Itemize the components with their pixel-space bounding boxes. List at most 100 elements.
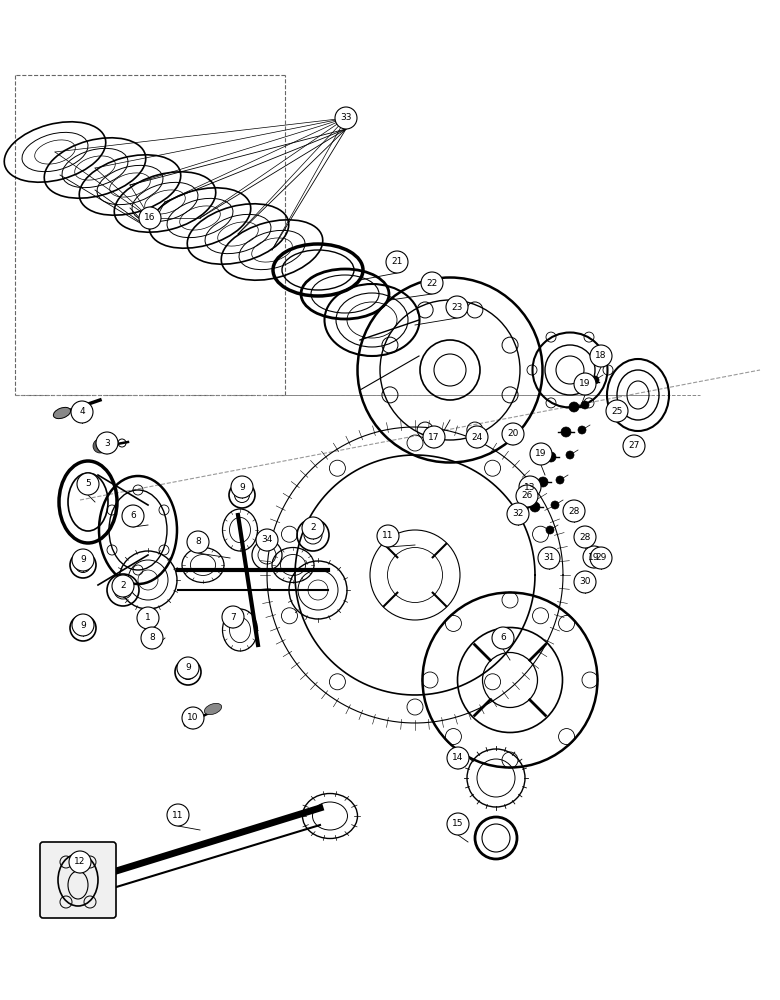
Circle shape: [551, 501, 559, 509]
Circle shape: [222, 606, 244, 628]
Text: 13: 13: [524, 483, 536, 491]
Circle shape: [586, 377, 596, 387]
Text: 8: 8: [149, 634, 155, 643]
Circle shape: [538, 547, 560, 569]
Text: 24: 24: [471, 432, 483, 442]
Circle shape: [177, 657, 199, 679]
Circle shape: [502, 423, 524, 445]
Circle shape: [606, 400, 628, 422]
Circle shape: [590, 345, 612, 367]
Text: 5: 5: [85, 480, 91, 488]
Circle shape: [139, 207, 161, 229]
Circle shape: [447, 813, 469, 835]
Circle shape: [386, 251, 408, 273]
Text: 3: 3: [104, 438, 110, 448]
Circle shape: [519, 476, 541, 498]
Circle shape: [530, 502, 540, 512]
Text: 26: 26: [521, 491, 533, 500]
Text: 21: 21: [392, 257, 402, 266]
Text: 32: 32: [512, 510, 523, 518]
Text: 19: 19: [580, 379, 590, 388]
Circle shape: [574, 526, 596, 548]
Circle shape: [566, 451, 574, 459]
Circle shape: [112, 575, 134, 597]
Text: 27: 27: [629, 442, 640, 450]
Circle shape: [507, 503, 529, 525]
Circle shape: [377, 525, 399, 547]
Text: 33: 33: [340, 113, 352, 122]
Circle shape: [182, 707, 204, 729]
Text: 9: 9: [80, 556, 86, 564]
Circle shape: [466, 426, 488, 448]
Text: 2: 2: [120, 582, 126, 590]
Text: 6: 6: [500, 634, 506, 643]
Circle shape: [574, 373, 596, 395]
Text: 16: 16: [144, 214, 156, 223]
Text: 22: 22: [427, 278, 438, 288]
Text: 31: 31: [543, 554, 555, 562]
Circle shape: [530, 443, 552, 465]
Circle shape: [578, 426, 586, 434]
Text: 10: 10: [187, 714, 199, 722]
Text: 28: 28: [569, 506, 580, 516]
Circle shape: [546, 526, 554, 534]
Circle shape: [574, 571, 596, 593]
Text: 1: 1: [145, 613, 151, 622]
Text: 12: 12: [74, 857, 86, 866]
FancyBboxPatch shape: [40, 842, 116, 918]
Text: 29: 29: [595, 554, 607, 562]
Circle shape: [231, 476, 253, 498]
Circle shape: [122, 505, 144, 527]
Text: 6: 6: [130, 512, 136, 520]
Circle shape: [93, 439, 107, 453]
Circle shape: [71, 401, 93, 423]
Text: 2: 2: [310, 524, 316, 532]
Text: 11: 11: [382, 532, 394, 540]
Text: 23: 23: [452, 302, 463, 312]
Text: 30: 30: [580, 578, 590, 586]
Circle shape: [563, 500, 585, 522]
Circle shape: [583, 546, 605, 568]
Circle shape: [256, 529, 278, 551]
Text: 7: 7: [230, 612, 236, 621]
Circle shape: [546, 452, 556, 462]
Circle shape: [302, 517, 324, 539]
Circle shape: [590, 547, 612, 569]
Text: 17: 17: [428, 432, 440, 442]
Circle shape: [591, 376, 599, 384]
Circle shape: [69, 851, 91, 873]
Text: 11: 11: [172, 810, 184, 820]
Circle shape: [141, 627, 163, 649]
Text: 18: 18: [595, 352, 607, 360]
Text: 19: 19: [588, 552, 600, 562]
Text: 28: 28: [580, 532, 590, 542]
Circle shape: [561, 427, 571, 437]
Circle shape: [72, 549, 94, 571]
Circle shape: [569, 402, 579, 412]
Circle shape: [167, 804, 189, 826]
Text: 9: 9: [185, 664, 191, 672]
Text: 34: 34: [261, 536, 273, 544]
Circle shape: [594, 352, 602, 360]
Circle shape: [96, 432, 118, 454]
Circle shape: [447, 747, 469, 769]
Circle shape: [581, 401, 589, 409]
Circle shape: [623, 435, 645, 457]
Circle shape: [516, 485, 538, 507]
Circle shape: [538, 477, 548, 487]
Circle shape: [421, 272, 443, 294]
Circle shape: [446, 296, 468, 318]
Circle shape: [423, 426, 445, 448]
Text: 25: 25: [612, 406, 622, 416]
Text: 4: 4: [80, 408, 85, 416]
Text: 15: 15: [452, 820, 464, 828]
Ellipse shape: [53, 407, 71, 419]
Circle shape: [335, 107, 357, 129]
Circle shape: [187, 531, 209, 553]
Ellipse shape: [204, 703, 222, 715]
Circle shape: [77, 473, 99, 495]
Circle shape: [492, 627, 514, 649]
Circle shape: [72, 614, 94, 636]
Text: 14: 14: [452, 754, 463, 762]
Circle shape: [137, 607, 159, 629]
